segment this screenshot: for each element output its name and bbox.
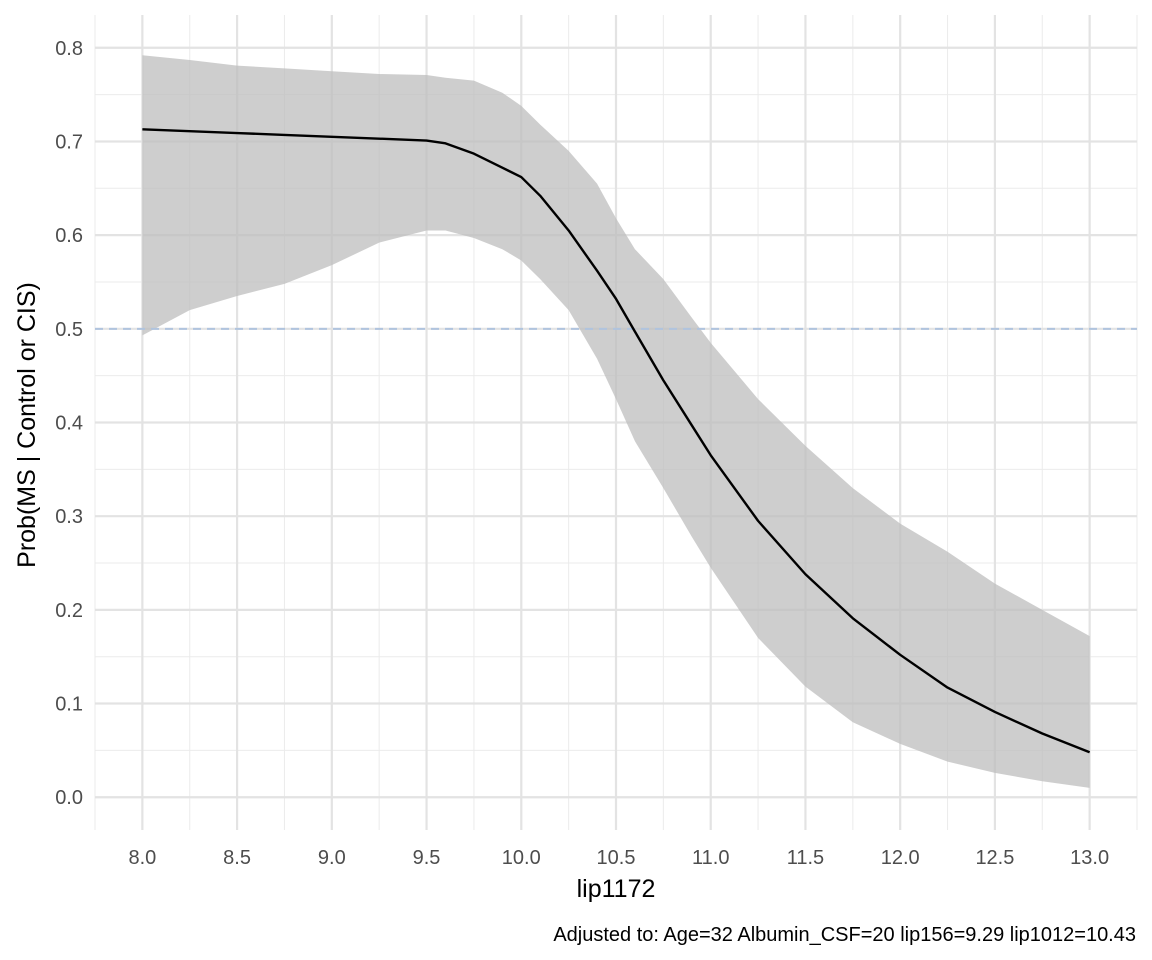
x-tick-label: 10.5	[597, 847, 636, 869]
x-tick-label: 11.0	[692, 847, 729, 869]
y-tick-label: 0.4	[55, 413, 83, 435]
y-axis-title: Prob(MS | Control or CIS)	[13, 282, 41, 568]
y-tick-labels: 0.0 0.1 0.2 0.3 0.4 0.5 0.6 0.7 0.8	[55, 38, 83, 809]
prediction-line	[142, 128, 1091, 754]
y-tick-label: 0.7	[55, 131, 83, 153]
x-tick-label: 13.0	[1070, 847, 1109, 869]
x-tick-label: 9.5	[413, 847, 441, 869]
prediction-line-layer	[142, 128, 1091, 754]
y-tick-label: 0.8	[55, 38, 83, 60]
x-tick-labels: 8.0 8.5 9.0 9.5 10.0 10.5 11.0 11.5 12.0 12.5 13.0	[128, 847, 1109, 869]
y-tick-label: 0.6	[55, 225, 83, 247]
x-tick-label: 12.5	[975, 847, 1014, 869]
y-tick-label: 0.5	[55, 319, 83, 341]
confidence-ribbon	[142, 55, 1090, 788]
y-tick-label: 0.1	[55, 694, 83, 716]
y-tick-label: 0.0	[55, 787, 83, 809]
adjusted-caption: Adjusted to: Age=32 Albumin_CSF=20 lip15…	[553, 924, 1136, 946]
x-tick-label: 11.5	[787, 847, 824, 869]
y-tick-label: 0.3	[55, 506, 83, 528]
confidence-ribbon-layer	[142, 55, 1090, 788]
x-tick-label: 9.0	[318, 847, 346, 869]
x-tick-label: 10.0	[502, 847, 541, 869]
x-tick-label: 12.0	[881, 847, 920, 869]
x-tick-label: 8.0	[128, 847, 156, 869]
x-tick-label: 8.5	[223, 847, 251, 869]
y-tick-label: 0.2	[55, 600, 83, 622]
x-axis-title: lip1172	[577, 875, 656, 903]
